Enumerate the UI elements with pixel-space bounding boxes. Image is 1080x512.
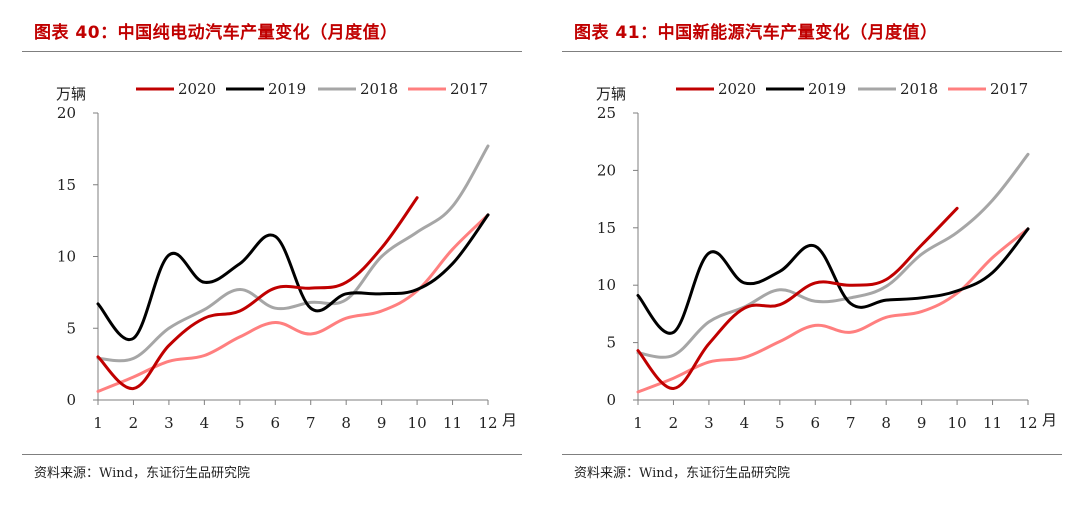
x-tick-label: 8	[881, 414, 891, 432]
x-tick-label: 4	[740, 414, 750, 432]
y-axis-label: 万辆	[56, 85, 86, 103]
x-tick-label: 10	[948, 414, 967, 432]
x-tick-label: 6	[810, 414, 820, 432]
x-tick-label: 1	[93, 414, 103, 432]
legend-label-2017: 2017	[450, 80, 488, 98]
x-tick-label: 9	[377, 414, 387, 432]
y-tick-label: 10	[57, 248, 76, 266]
x-axis-label: 月	[502, 411, 517, 429]
y-tick-label: 20	[57, 104, 76, 122]
series-line-2017	[636, 227, 1030, 394]
source-rule-41	[562, 454, 1062, 455]
legend-label-2020: 2020	[178, 80, 216, 98]
x-tick-label: 12	[478, 414, 497, 432]
x-tick-label: 5	[775, 414, 785, 432]
series-line-2020	[96, 196, 419, 390]
x-tick-label: 4	[200, 414, 210, 432]
legend-label-2017: 2017	[990, 80, 1028, 98]
x-tick-label: 11	[983, 414, 1002, 432]
legend-label-2018: 2018	[360, 80, 398, 98]
y-tick-label: 20	[597, 161, 616, 179]
legend-label-2019: 2019	[268, 80, 306, 98]
chart-source-40: 资料来源：Wind，东证衍生品研究院	[34, 466, 250, 481]
y-tick-label: 15	[57, 176, 76, 194]
chart-title-41: 图表 41：中国新能源汽车产量变化（月度值）	[574, 23, 938, 43]
y-tick-label: 0	[66, 391, 76, 409]
chart-source-41: 资料来源：Wind，东证衍生品研究院	[574, 466, 790, 481]
title-rule-40	[22, 51, 522, 52]
x-tick-label: 12	[1018, 414, 1037, 432]
x-tick-label: 10	[408, 414, 427, 432]
legend-label-2020: 2020	[718, 80, 756, 98]
series-line-2019	[96, 213, 490, 342]
y-tick-label: 10	[597, 276, 616, 294]
series-line-2018	[96, 144, 490, 363]
x-tick-label: 3	[164, 414, 174, 432]
series-line-2019	[636, 227, 1030, 335]
series-line-2020	[636, 206, 959, 390]
x-tick-label: 8	[341, 414, 351, 432]
y-tick-label: 5	[66, 319, 76, 337]
title-rule-41	[562, 51, 1062, 52]
y-tick-label: 5	[606, 334, 616, 352]
x-tick-label: 6	[270, 414, 280, 432]
legend-label-2018: 2018	[900, 80, 938, 98]
x-tick-label: 7	[306, 414, 316, 432]
y-axis-label: 万辆	[596, 85, 626, 103]
chart-panel-41: 图表 41：中国新能源汽车产量变化（月度值） 0 5 10 15 20 25 1 2 3 4 5 6 7…	[540, 0, 1080, 512]
y-tick-label: 25	[597, 104, 616, 122]
x-tick-label: 7	[846, 414, 856, 432]
chart-title-40: 图表 40：中国纯电动汽车产量变化（月度值）	[34, 23, 398, 43]
x-tick-label: 1	[633, 414, 643, 432]
x-tick-label: 9	[917, 414, 927, 432]
source-rule-40	[22, 454, 522, 455]
x-tick-label: 2	[129, 414, 139, 432]
series-line-2018	[636, 152, 1030, 359]
chart-panel-40: 图表 40：中国纯电动汽车产量变化（月度值） 0 5 10 15 20 1 2 3 4 5 6 7 8 9…	[22, 23, 522, 481]
x-tick-label: 11	[443, 414, 462, 432]
x-tick-label: 3	[704, 414, 714, 432]
y-tick-label: 0	[606, 391, 616, 409]
y-tick-label: 15	[597, 219, 616, 237]
legend-label-2019: 2019	[808, 80, 846, 98]
x-axis-label: 月	[1042, 411, 1057, 429]
x-tick-label: 2	[669, 414, 679, 432]
x-tick-label: 5	[235, 414, 245, 432]
